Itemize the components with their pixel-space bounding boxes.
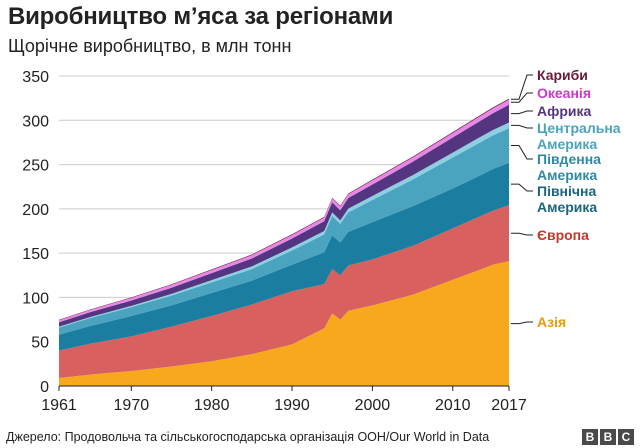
y-tick-label: 350 xyxy=(22,69,49,86)
legend-leader-line xyxy=(511,321,533,325)
x-tick-label: 1990 xyxy=(274,397,310,414)
y-tick-label: 100 xyxy=(22,290,49,307)
bbc-logo: B B C xyxy=(582,429,634,445)
legend-label: Азія xyxy=(537,314,566,330)
area-series xyxy=(59,162,509,351)
x-tick-label: 2000 xyxy=(355,397,391,414)
y-tick-label: 150 xyxy=(22,246,49,263)
legend-leader-line xyxy=(511,183,533,192)
axes: 0 50 100 150 200 250 300 350 1961 1970 1980 1990 200… xyxy=(22,69,527,414)
legend-label: Океанія xyxy=(537,85,591,101)
x-tick-label: 1970 xyxy=(114,397,150,414)
legend-leader-line xyxy=(511,110,533,115)
footer xyxy=(0,424,640,448)
y-tick-label: 300 xyxy=(22,113,49,130)
bbc-logo-letter: B xyxy=(582,429,598,445)
legend-leader-line xyxy=(511,124,533,129)
chart-subtitle: Щорічне виробництво, в млн тонн xyxy=(8,36,292,56)
legend-label: Північна xyxy=(537,183,596,199)
legend-label: Америка xyxy=(537,199,597,215)
chart-area: 0 50 100 150 200 250 300 350 1961 1970 1980 1990 200… xyxy=(22,67,621,414)
y-tick-label: 0 xyxy=(40,379,49,396)
y-tick-label: 200 xyxy=(22,202,49,219)
legend-leader-line xyxy=(511,145,533,160)
y-tick-label: 250 xyxy=(22,158,49,175)
legend-leader-line xyxy=(511,92,533,103)
area-series-layer xyxy=(59,98,509,386)
source-note: Джерело: Продовольча та сільськогосподар… xyxy=(6,430,490,444)
area-series xyxy=(59,205,509,379)
legend-label: Америка xyxy=(537,136,597,152)
y-tick-label: 50 xyxy=(31,335,49,352)
x-tick-label: 2017 xyxy=(491,397,527,414)
legend-label: Центральна xyxy=(537,120,621,136)
bbc-logo-letter: C xyxy=(618,429,634,445)
bbc-logo-letter: B xyxy=(600,429,616,445)
legend-leader-line xyxy=(511,232,533,236)
legend-leader-line xyxy=(511,74,533,100)
area-series xyxy=(59,261,509,386)
legend-label: Африка xyxy=(537,103,592,119)
legend-label: Європа xyxy=(537,227,589,243)
legend: КарибиОкеаніяАфрикаЦентральнаАмерикаПівд… xyxy=(511,67,621,330)
chart-title: Виробництво м’яса за регіонами xyxy=(8,3,394,30)
x-tick-label: 1980 xyxy=(194,397,230,414)
legend-label: Південна xyxy=(537,151,601,167)
legend-label: Кариби xyxy=(537,67,588,83)
x-tick-label: 1961 xyxy=(41,397,77,414)
x-tick-label: 2010 xyxy=(435,397,471,414)
legend-label: Америка xyxy=(537,167,597,183)
